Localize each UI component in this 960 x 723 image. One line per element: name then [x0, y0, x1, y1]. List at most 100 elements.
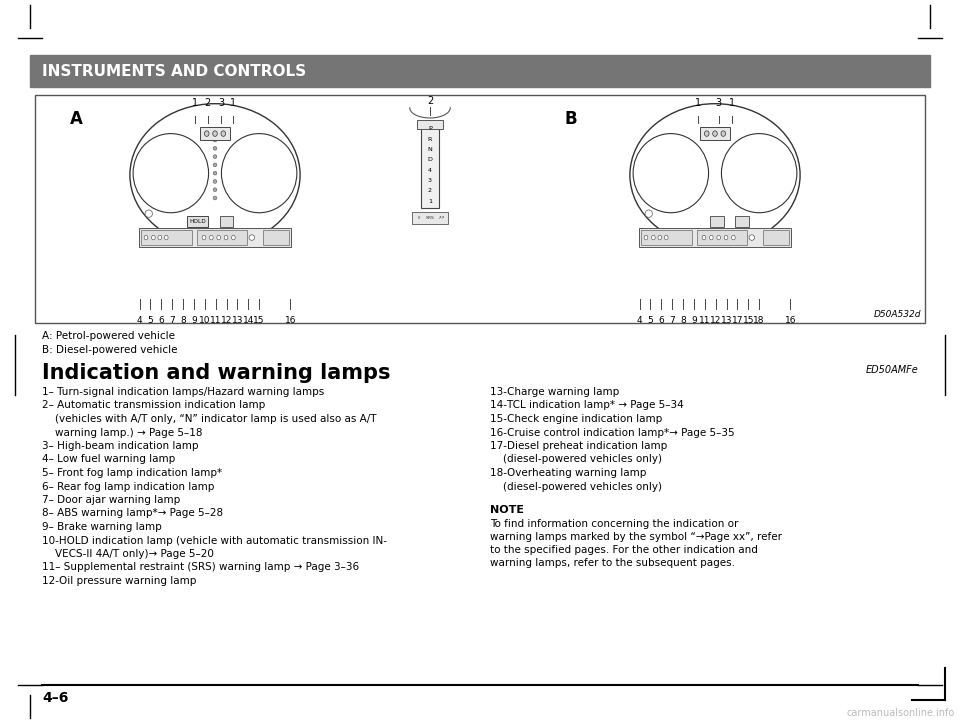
Text: SRS: SRS [425, 215, 435, 220]
Text: 14‑TCL indication lamp* → Page 5–34: 14‑TCL indication lamp* → Page 5–34 [490, 401, 684, 411]
Ellipse shape [209, 235, 213, 240]
Ellipse shape [152, 235, 156, 240]
Text: ED50AMFe: ED50AMFe [865, 365, 918, 375]
Ellipse shape [722, 134, 797, 213]
Text: 9: 9 [191, 316, 197, 325]
Ellipse shape [213, 131, 217, 137]
Ellipse shape [749, 235, 755, 240]
Text: 8– ABS warning lamp*→ Page 5–28: 8– ABS warning lamp*→ Page 5–28 [42, 508, 223, 518]
Text: 6: 6 [659, 316, 664, 325]
Ellipse shape [217, 235, 221, 240]
Text: 2: 2 [427, 96, 433, 106]
Text: 7– Door ajar warning lamp: 7– Door ajar warning lamp [42, 495, 180, 505]
Text: 4–6: 4–6 [42, 691, 68, 705]
Text: 10: 10 [199, 316, 210, 325]
Text: 9– Brake warning lamp: 9– Brake warning lamp [42, 522, 161, 532]
Text: D50A532d: D50A532d [874, 310, 921, 319]
Ellipse shape [658, 235, 661, 240]
Text: Indication and warning lamps: Indication and warning lamps [42, 363, 391, 383]
Text: 15‑Check engine indication lamp: 15‑Check engine indication lamp [490, 414, 662, 424]
Text: 4: 4 [136, 316, 142, 325]
Bar [220, 216, 233, 226]
Ellipse shape [204, 131, 209, 137]
Bar [197, 230, 248, 245]
Bar [697, 230, 747, 245]
Ellipse shape [213, 163, 217, 167]
Text: 13: 13 [231, 316, 243, 325]
Bar [417, 120, 443, 129]
Ellipse shape [133, 134, 208, 213]
Text: 7: 7 [669, 316, 675, 325]
Bar [639, 228, 791, 247]
Ellipse shape [158, 235, 161, 240]
Text: 8: 8 [681, 316, 686, 325]
Bar [30, 55, 930, 87]
Text: 16: 16 [285, 316, 297, 325]
Text: 13: 13 [721, 316, 732, 325]
Text: P: P [428, 127, 432, 132]
Text: ↗↗: ↗↗ [438, 215, 444, 220]
Ellipse shape [225, 235, 228, 240]
Text: 17: 17 [732, 316, 743, 325]
Text: 1– Turn‑signal indication lamps/Hazard warning lamps: 1– Turn‑signal indication lamps/Hazard w… [42, 387, 324, 397]
Ellipse shape [164, 235, 168, 240]
Ellipse shape [712, 131, 717, 137]
Ellipse shape [721, 131, 726, 137]
Text: 3– High‑beam indication lamp: 3– High‑beam indication lamp [42, 441, 199, 451]
Text: 18: 18 [754, 316, 765, 325]
Text: 13‑Charge warning lamp: 13‑Charge warning lamp [490, 387, 619, 397]
Ellipse shape [664, 235, 668, 240]
Text: A: A [70, 110, 83, 128]
Text: 4: 4 [636, 316, 642, 325]
Ellipse shape [705, 131, 709, 137]
Ellipse shape [634, 134, 708, 213]
Text: warning lamp.) → Page 5–18: warning lamp.) → Page 5–18 [42, 427, 203, 437]
Text: warning lamps, refer to the subsequent pages.: warning lamps, refer to the subsequent p… [490, 558, 735, 568]
Bar [710, 216, 724, 226]
Text: 14: 14 [243, 316, 254, 325]
Bar [35, 95, 925, 323]
Ellipse shape [702, 235, 706, 240]
Bar [420, 124, 439, 208]
Ellipse shape [222, 134, 297, 213]
Text: 3: 3 [428, 178, 432, 183]
Bar [201, 127, 229, 140]
Ellipse shape [717, 235, 721, 240]
Ellipse shape [213, 155, 217, 158]
Text: 12‑Oil pressure warning lamp: 12‑Oil pressure warning lamp [42, 576, 197, 586]
Ellipse shape [213, 188, 217, 192]
Ellipse shape [652, 235, 655, 240]
Ellipse shape [724, 235, 728, 240]
Text: (): () [418, 215, 420, 220]
Text: To find information concerning the indication or: To find information concerning the indic… [490, 519, 738, 529]
Text: warning lamps marked by the symbol “→Page xx”, refer: warning lamps marked by the symbol “→Pag… [490, 532, 782, 542]
Ellipse shape [203, 235, 205, 240]
Text: 12: 12 [221, 316, 232, 325]
Text: 16‑Cruise control indication lamp*→ Page 5–35: 16‑Cruise control indication lamp*→ Page… [490, 427, 734, 437]
Text: 10‑HOLD indication lamp (vehicle with automatic transmission IN-: 10‑HOLD indication lamp (vehicle with au… [42, 536, 387, 545]
Bar [139, 228, 291, 247]
Text: 2: 2 [204, 98, 211, 108]
Text: 3: 3 [715, 98, 722, 108]
Ellipse shape [213, 196, 217, 200]
Text: (diesel-powered vehicles only): (diesel-powered vehicles only) [490, 455, 662, 464]
Text: 18‑Overheating warning lamp: 18‑Overheating warning lamp [490, 468, 646, 478]
Text: 17‑Diesel preheat indication lamp: 17‑Diesel preheat indication lamp [490, 441, 667, 451]
Text: carmanualsonline.info: carmanualsonline.info [847, 708, 955, 718]
Ellipse shape [644, 235, 648, 240]
Bar [412, 212, 448, 223]
Ellipse shape [144, 235, 148, 240]
Text: 6: 6 [158, 316, 164, 325]
Text: INSTRUMENTS AND CONTROLS: INSTRUMENTS AND CONTROLS [42, 64, 306, 79]
Text: B: Diesel-powered vehicle: B: Diesel-powered vehicle [42, 345, 178, 355]
Text: 1: 1 [730, 98, 735, 108]
Text: HOLD: HOLD [189, 219, 205, 224]
Text: 15: 15 [253, 316, 265, 325]
Ellipse shape [630, 103, 800, 247]
Text: 5: 5 [148, 316, 154, 325]
Text: 1: 1 [230, 98, 236, 108]
Text: B: B [565, 110, 578, 128]
Ellipse shape [231, 235, 235, 240]
Text: R: R [428, 137, 432, 142]
Text: 9: 9 [691, 316, 697, 325]
